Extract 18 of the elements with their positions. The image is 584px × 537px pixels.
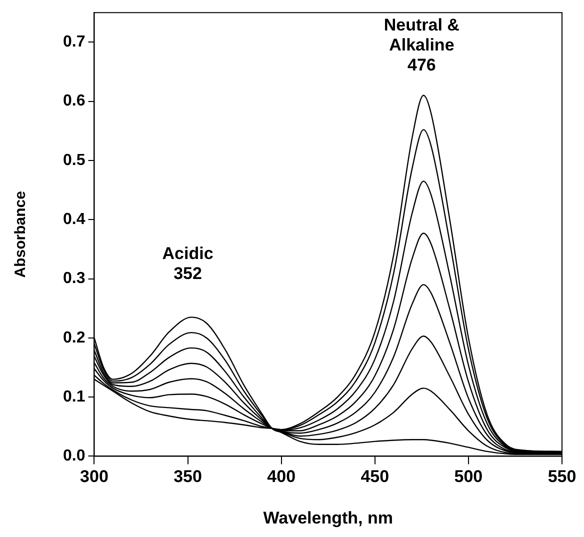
y-tick-label: 0.5: [62, 152, 86, 169]
y-tick-label: 0.1: [62, 388, 86, 406]
y-tick-label: 0.2: [62, 329, 86, 346]
y-axis-title: Absorbance: [12, 191, 30, 278]
y-tick-label: 0.4: [62, 211, 86, 228]
x-tick-label: 400: [267, 467, 296, 486]
y-tick-label: 0.0: [62, 448, 86, 465]
x-tick-label: 300: [80, 467, 108, 486]
y-tick-label: 0.7: [62, 34, 86, 51]
x-tick-label: 450: [360, 467, 390, 486]
annotation: Neutral & Alkaline 476: [384, 15, 460, 74]
y-tick-label: 0.3: [62, 270, 86, 288]
y-tick-label: 0.6: [62, 92, 86, 110]
annotation: Acidic 352: [162, 244, 214, 283]
x-tick-label: 500: [454, 467, 483, 486]
x-axis-title: Wavelength, nm: [263, 508, 393, 528]
x-tick-label: 550: [548, 467, 576, 486]
x-tick-label: 350: [174, 467, 202, 486]
